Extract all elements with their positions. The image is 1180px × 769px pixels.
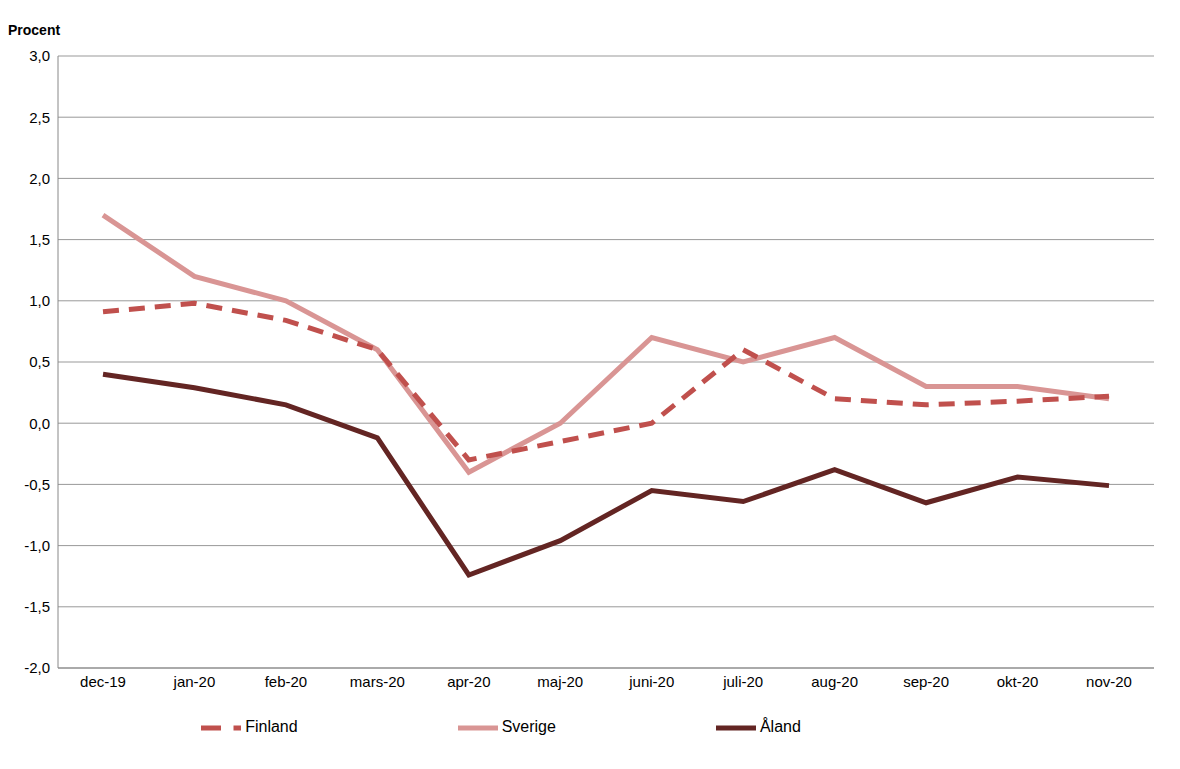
svg-text:maj-20: maj-20 [537, 673, 583, 690]
svg-text:okt-20: okt-20 [997, 673, 1039, 690]
svg-text:1,5: 1,5 [29, 231, 50, 248]
svg-text:feb-20: feb-20 [265, 673, 308, 690]
svg-text:jan-20: jan-20 [173, 673, 216, 690]
svg-text:3,0: 3,0 [29, 47, 50, 64]
html-text:Procent: Procent [8, 22, 61, 38]
svg-text:aug-20: aug-20 [811, 673, 858, 690]
svg-text:1,0: 1,0 [29, 292, 50, 309]
svg-text:nov-20: nov-20 [1086, 673, 1132, 690]
svg-text:dec-19: dec-19 [80, 673, 126, 690]
svg-text:apr-20: apr-20 [447, 673, 490, 690]
svg-text:sep-20: sep-20 [903, 673, 949, 690]
svg-text:-2,0: -2,0 [24, 659, 50, 676]
svg-text:juli-20: juli-20 [722, 673, 763, 690]
svg-text:-1,5: -1,5 [24, 598, 50, 615]
svg-text:-1,0: -1,0 [24, 537, 50, 554]
html-text:Finland: Finland [245, 718, 298, 736]
svg-text:mars-20: mars-20 [350, 673, 405, 690]
svg-text:0,0: 0,0 [29, 415, 50, 432]
svg-text:2,5: 2,5 [29, 109, 50, 126]
html-text:Sverige: Sverige [501, 718, 556, 736]
svg-text:-0,5: -0,5 [24, 476, 50, 493]
svg-text:juni-20: juni-20 [628, 673, 674, 690]
svg-text:2,0: 2,0 [29, 170, 50, 187]
html-text:Åland: Åland [759, 718, 801, 736]
svg-text:0,5: 0,5 [29, 353, 50, 370]
